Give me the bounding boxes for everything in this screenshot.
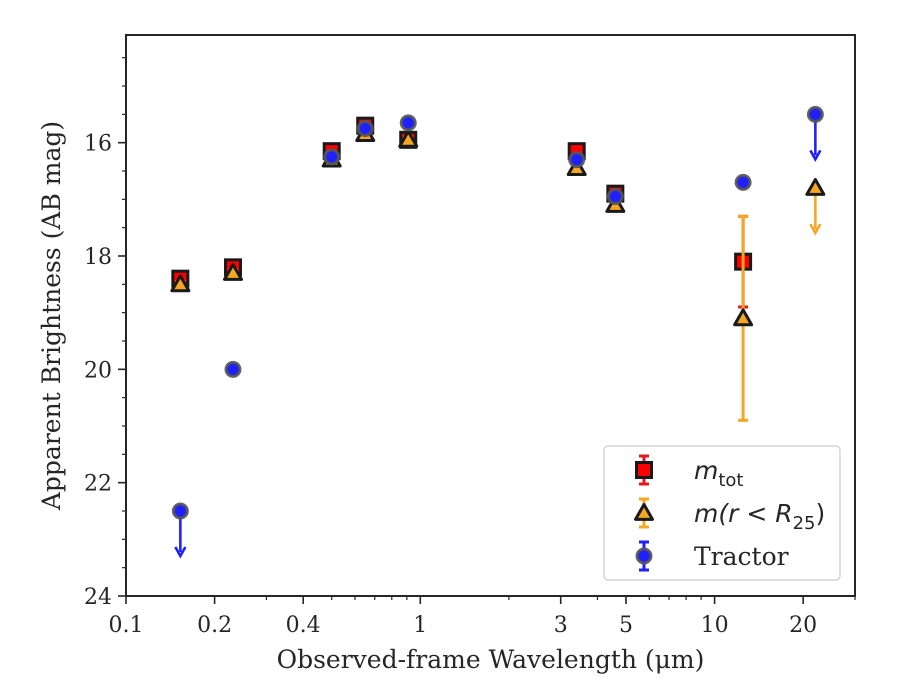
legend-label-sub: tot	[718, 470, 743, 491]
legend-marker-triangle	[634, 503, 654, 521]
x-axis-label: Observed-frame Wavelength (μm)	[277, 645, 705, 674]
data-point-triangle	[170, 274, 191, 293]
plot-area	[170, 105, 826, 559]
data-point-circle	[224, 360, 242, 378]
legend-item: Tractor	[635, 540, 789, 572]
data-point-circle	[323, 148, 341, 166]
y-tick-label: 16	[84, 132, 112, 157]
x-tick-label: 20	[789, 613, 817, 638]
data-point-circle	[734, 173, 752, 191]
data-point-circle	[399, 114, 417, 132]
x-tick-label: 0.4	[286, 613, 321, 638]
legend-label-sub: 25	[793, 513, 816, 534]
series-square	[171, 116, 753, 309]
x-tick-label: 1	[413, 613, 427, 638]
data-point-circle	[568, 151, 586, 169]
data-point-triangle	[733, 308, 754, 327]
data-point-circle	[606, 188, 624, 205]
y-axis-label: Apparent Brightness (AB mag)	[37, 121, 66, 511]
data-point-circle	[806, 105, 824, 123]
legend-marker-circle	[635, 547, 653, 565]
series-circle	[171, 105, 824, 559]
data-point-triangle	[223, 263, 244, 281]
x-tick-label: 10	[701, 613, 729, 638]
legend-label: m(r < R25)	[694, 499, 825, 534]
data-point-circle	[356, 120, 374, 137]
legend-label-tail: )	[816, 499, 826, 528]
y-tick-label: 22	[84, 472, 112, 497]
legend-label-main: m	[694, 456, 718, 485]
plot-frame	[125, 34, 856, 597]
legend: mtot m(r < R25) Tractor	[603, 445, 841, 581]
legend-box	[603, 445, 841, 581]
series-triangle	[170, 124, 826, 422]
legend-label: Tractor	[694, 542, 789, 571]
upper-limit-head	[809, 149, 822, 163]
x-tick-label: 0.2	[197, 613, 232, 638]
legend-label: mtot	[694, 456, 744, 491]
legend-label-main: m(r < R	[694, 499, 793, 528]
data-point-triangle	[805, 178, 826, 196]
y-tick-label: 20	[84, 358, 112, 383]
x-tick-label: 5	[619, 613, 633, 638]
legend-item: mtot	[635, 454, 744, 491]
legend-label-main: Tractor	[694, 542, 789, 571]
y-tick-label: 18	[84, 245, 112, 270]
data-point-circle	[171, 502, 189, 520]
data-point-triangle	[398, 129, 419, 148]
axes: 0.1 0.2 0.4 1 3 5 10 20 16 18 20 22 24	[84, 34, 856, 638]
x-tick-label: 0.1	[109, 613, 144, 638]
legend-item: m(r < R25)	[634, 497, 825, 534]
legend-marker-square	[635, 461, 653, 479]
upper-limit-head	[809, 223, 822, 236]
x-tick-label: 3	[554, 613, 568, 638]
y-tick-label: 24	[84, 585, 112, 610]
upper-limit-head	[174, 546, 187, 559]
